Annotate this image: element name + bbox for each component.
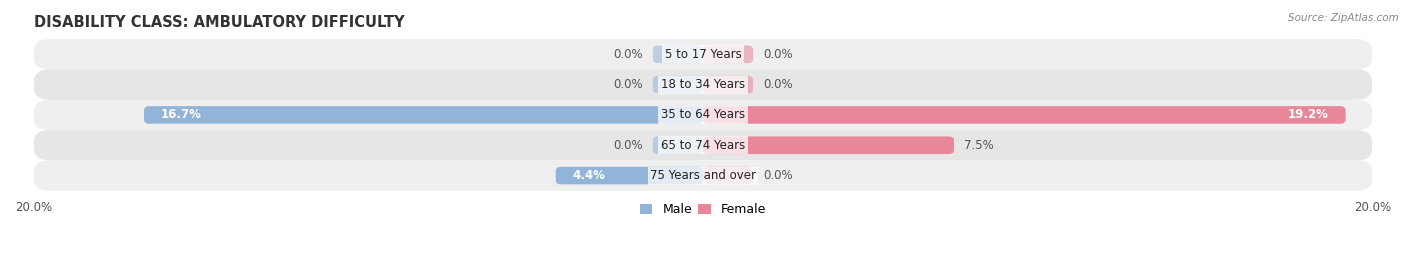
Text: 16.7%: 16.7% [160,108,201,121]
FancyBboxPatch shape [652,136,703,154]
FancyBboxPatch shape [703,106,1346,124]
Text: 65 to 74 Years: 65 to 74 Years [661,139,745,152]
Text: 0.0%: 0.0% [613,139,643,152]
FancyBboxPatch shape [703,76,754,93]
FancyBboxPatch shape [34,100,1372,130]
FancyBboxPatch shape [34,39,1372,69]
Text: 19.2%: 19.2% [1288,108,1329,121]
FancyBboxPatch shape [143,106,703,124]
FancyBboxPatch shape [652,76,703,93]
Legend: Male, Female: Male, Female [636,198,770,221]
Text: 0.0%: 0.0% [763,78,793,91]
FancyBboxPatch shape [34,160,1372,191]
Text: 0.0%: 0.0% [613,48,643,61]
FancyBboxPatch shape [34,130,1372,160]
FancyBboxPatch shape [703,136,955,154]
Text: DISABILITY CLASS: AMBULATORY DIFFICULTY: DISABILITY CLASS: AMBULATORY DIFFICULTY [34,15,404,30]
FancyBboxPatch shape [703,45,754,63]
Text: Source: ZipAtlas.com: Source: ZipAtlas.com [1288,13,1399,23]
Text: 4.4%: 4.4% [572,169,606,182]
Text: 0.0%: 0.0% [763,48,793,61]
FancyBboxPatch shape [703,167,754,184]
Text: 35 to 64 Years: 35 to 64 Years [661,108,745,121]
Text: 75 Years and over: 75 Years and over [650,169,756,182]
Text: 0.0%: 0.0% [763,169,793,182]
Text: 0.0%: 0.0% [613,78,643,91]
Text: 18 to 34 Years: 18 to 34 Years [661,78,745,91]
FancyBboxPatch shape [555,167,703,184]
Text: 7.5%: 7.5% [965,139,994,152]
Text: 5 to 17 Years: 5 to 17 Years [665,48,741,61]
FancyBboxPatch shape [34,69,1372,100]
FancyBboxPatch shape [652,45,703,63]
